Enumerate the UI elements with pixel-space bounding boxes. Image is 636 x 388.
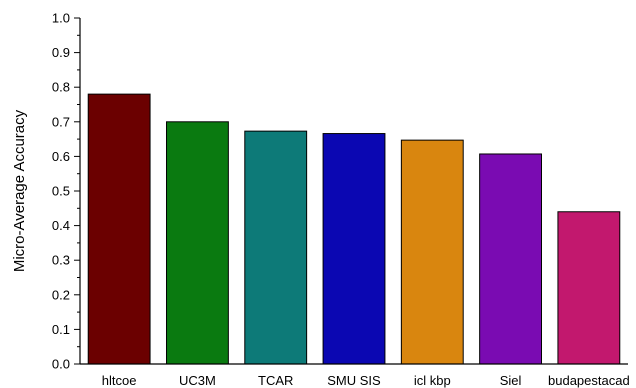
labels-layer: hltcoe UC3M TCAR SMU SIS icl kbp Siel budapest… xyxy=(52,11,630,388)
x-tick-label-4: icl kbp xyxy=(414,373,451,388)
x-tick-label-5: Siel xyxy=(500,373,522,388)
y-tick-label-9: 0.9 xyxy=(52,45,70,60)
bar-1 xyxy=(166,121,229,365)
y-tick-label-1: 0.1 xyxy=(52,322,70,337)
bar-4 xyxy=(400,139,464,365)
y-tick-label-0: 0.0 xyxy=(52,357,70,372)
y-tick-label-5: 0.5 xyxy=(52,184,70,199)
bars-layer xyxy=(87,93,621,365)
y-tick-label-8: 0.8 xyxy=(52,80,70,95)
y-tick-label-10: 1.0 xyxy=(52,11,70,26)
y-tick-label-4: 0.4 xyxy=(52,218,70,233)
bar-3 xyxy=(322,133,386,365)
x-tick-label-2: TCAR xyxy=(258,373,293,388)
y-tick-label-3: 0.3 xyxy=(52,253,70,268)
bar-0 xyxy=(87,93,151,365)
y-axis-title: Micro-Average Accuracy xyxy=(11,109,28,272)
x-tick-label-1: UC3M xyxy=(179,373,216,388)
y-tick-label-2: 0.2 xyxy=(52,287,70,302)
bar-5 xyxy=(479,153,542,365)
bar-6 xyxy=(557,211,621,365)
y-tick-label-7: 0.7 xyxy=(52,114,70,129)
axes-layer xyxy=(74,17,628,365)
x-tick-label-6: budapestacad xyxy=(548,373,630,388)
y-tick-label-6: 0.6 xyxy=(52,149,70,164)
x-tick-label-0: hltcoe xyxy=(102,373,137,388)
bar-2 xyxy=(244,130,308,365)
x-tick-label-3: SMU SIS xyxy=(327,373,381,388)
